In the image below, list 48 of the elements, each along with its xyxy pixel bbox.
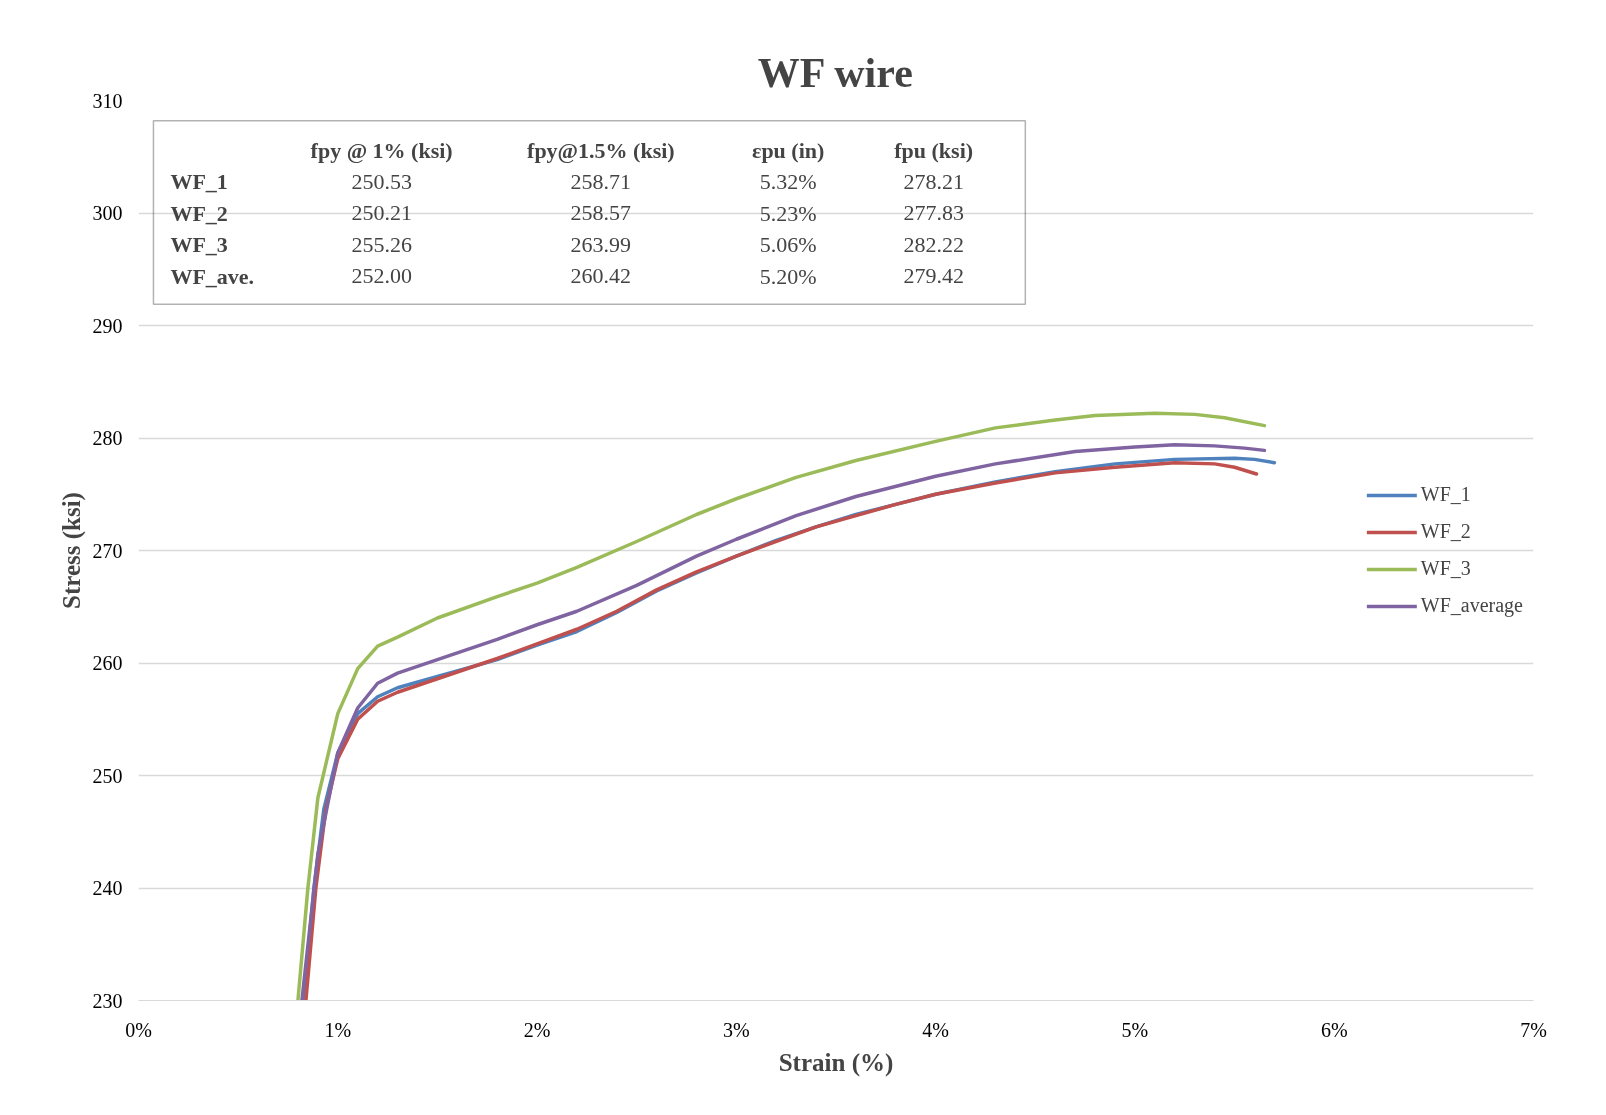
annotation: 5.06% [759,232,817,257]
y-tick-label: 240 [92,877,123,899]
y-tick-label: 290 [92,314,123,337]
x-tick-label: 1% [324,1018,352,1041]
x-tick-label: 2% [523,1018,551,1041]
annotation: fpy@1.5% (ksi) [527,137,675,163]
x-tick-label: 3% [723,1018,750,1041]
annotation: 5.23% [759,200,817,226]
annotation: WF_ave. [170,263,255,289]
annotation: WF_2 [170,200,228,226]
annotation: 5.32% [759,169,817,194]
y-tick-label: 270 [92,539,123,562]
annotation: 277.83 [903,200,964,225]
annotation: 252.00 [351,263,412,288]
y-tick-label: 260 [92,652,123,674]
y-tick-label: 230 [92,989,123,1012]
legend-label: WF_2 [1420,520,1471,543]
annotation: fpu (ksi) [894,137,974,163]
y-tick-label: 250 [92,764,123,787]
x-tick-label: 4% [922,1018,949,1041]
legend-label: WF_average [1420,594,1523,617]
annotation: 278.21 [903,168,964,194]
y-tick-label: 310 [92,89,123,112]
y-tick-label: 300 [92,202,123,224]
annotation: WF_3 [170,232,228,257]
annotation: 258.57 [570,200,632,225]
annotation: 250.21 [351,200,412,225]
y-tick-label: 280 [92,427,123,449]
annotation: 5.20% [759,263,817,289]
annotation: fpy @ 1% (ksi) [310,137,453,163]
x-axis-title: Strain (%) [778,1048,894,1077]
annotation: 250.53 [351,168,412,194]
x-tick-label: 5% [1121,1018,1149,1041]
annotation: 258.71 [570,168,632,194]
legend-label: WF_3 [1420,557,1471,580]
annotation: 263.99 [570,231,632,257]
legend-label: WF_1 [1420,483,1471,506]
annotation: εpu (in) [751,137,825,163]
annotation: 260.42 [570,263,632,288]
annotation: WF_1 [170,169,228,194]
x-tick-label: 0% [125,1018,152,1041]
x-tick-label: 6% [1320,1018,1348,1041]
x-tick-label: 7% [1520,1018,1547,1041]
annotation: 255.26 [351,231,412,257]
y-axis-title: Stress (ksi) [57,492,86,609]
chart-title: WF wire [757,49,913,96]
annotation: 279.42 [903,263,964,288]
annotation: 282.22 [903,231,964,257]
